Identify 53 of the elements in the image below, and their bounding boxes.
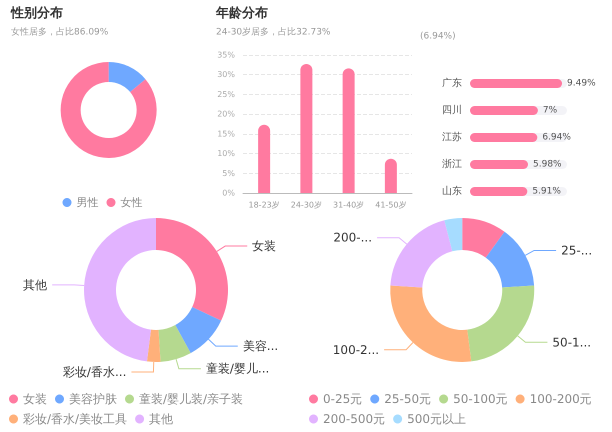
y-tick-label: 35% (217, 50, 236, 60)
x-tick-label: 18-23岁 (248, 200, 280, 210)
bar (384, 158, 397, 193)
x-tick-label: 24-30岁 (290, 200, 322, 210)
y-tick-label: 20% (217, 110, 236, 119)
chart-title: 性别分布 (10, 6, 63, 21)
data-label: 5.98% (533, 160, 562, 170)
text: 100-2... (332, 342, 380, 357)
bar (258, 124, 270, 193)
y-tick-label: 30% (217, 70, 236, 80)
y-tick-label: 15% (217, 129, 236, 138)
legend-label: 女装 (23, 392, 47, 406)
legend-label: 100-200元 (530, 392, 592, 406)
y-tick-label: 广东 (442, 77, 462, 89)
y-tick-label: 0% (222, 188, 236, 198)
legend-label: 200-500元 (323, 412, 386, 426)
bar (342, 68, 355, 193)
y-tick-label: 5% (222, 168, 236, 178)
text: (6.94%) (420, 32, 456, 42)
chart-subtitle: 女性居多，占比86.09% (11, 26, 109, 38)
text: 25-... (561, 243, 592, 258)
y-tick-label: 江苏 (442, 131, 462, 143)
chart-subtitle: 24-30岁居多，占比32.73% (216, 26, 331, 38)
chart-title: 年龄分布 (215, 6, 268, 21)
data-label: 6.94% (542, 132, 572, 142)
legend-label: 美容护肤 (69, 392, 117, 406)
y-tick-label: 山东 (442, 185, 462, 197)
legend-label: 彩妆/香水/美妆工具 (23, 412, 128, 426)
y-tick-label: 25% (217, 90, 236, 99)
data-label: 9.49% (567, 78, 596, 88)
legend-label: 女性 (120, 196, 142, 209)
slice-label: 其他 (23, 278, 48, 292)
legend-label: 0-25元 (323, 392, 362, 406)
x-tick-label: 31-40岁 (333, 200, 364, 210)
text: 彩妆/香水... (62, 364, 126, 379)
text: 童装/婴儿... (206, 362, 270, 376)
legend-label: 50-100元 (453, 392, 508, 406)
data-label: 7% (542, 106, 558, 116)
bar (300, 64, 312, 193)
text: 美容... (242, 339, 278, 354)
text: 50-1... (552, 335, 592, 350)
y-tick-label: 浙江 (442, 158, 462, 170)
slice-label: 女装 (252, 239, 276, 254)
y-tick-label: 四川 (442, 104, 462, 116)
y-tick-label: 10% (217, 149, 236, 158)
x-tick-label: 41-50岁 (375, 200, 406, 210)
data-label: 5.91% (532, 186, 562, 196)
legend-label: 500元以上 (407, 412, 466, 426)
text: 200-... (333, 230, 372, 245)
legend-label: 男性 (76, 196, 98, 209)
legend-label: 其他 (149, 412, 174, 426)
legend-label: 25-50元 (384, 392, 432, 406)
legend-label: 童装/婴儿装/亲子装 (139, 392, 244, 406)
